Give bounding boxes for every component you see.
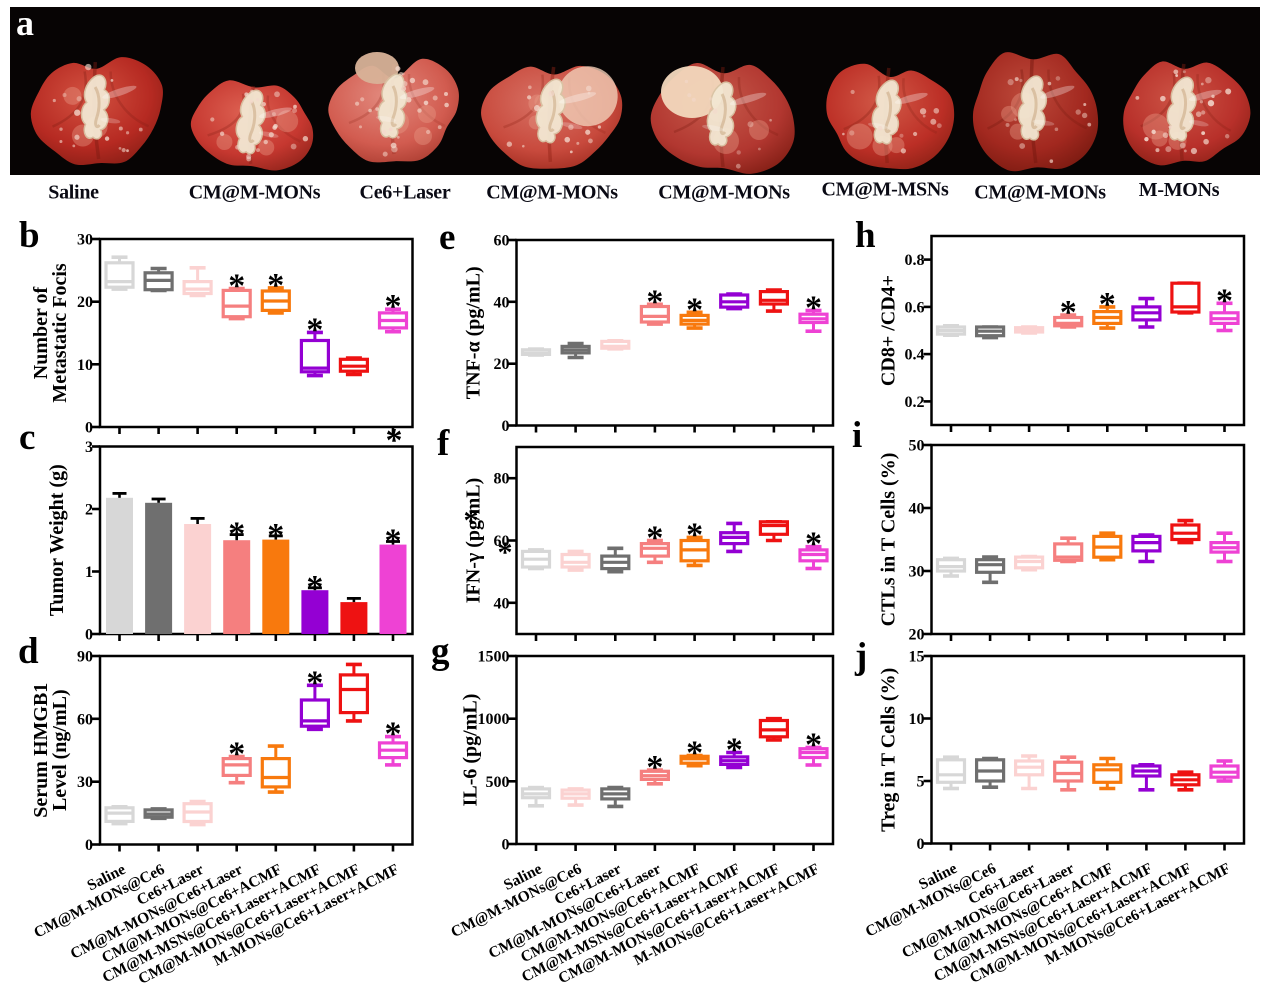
svg-text:20: 20 xyxy=(494,356,510,373)
svg-text:i: i xyxy=(852,415,862,456)
svg-text:60: 60 xyxy=(494,533,510,550)
svg-text:50: 50 xyxy=(909,438,925,455)
svg-text:20: 20 xyxy=(77,294,93,311)
svg-text:CTLs in T Cells (%): CTLs in T Cells (%) xyxy=(878,453,900,627)
svg-text:0: 0 xyxy=(85,837,93,854)
svg-text:CM@M-MONs: CM@M-MONs xyxy=(974,182,1106,204)
svg-text:Level (ng/mL): Level (ng/mL) xyxy=(49,689,71,811)
svg-text:1000: 1000 xyxy=(478,711,510,728)
svg-text:*: * xyxy=(306,569,323,606)
svg-text:*: * xyxy=(385,288,402,325)
svg-text:IL-6 (pg/mL): IL-6 (pg/mL) xyxy=(460,694,482,807)
svg-text:*: * xyxy=(726,732,743,769)
svg-text:15: 15 xyxy=(909,649,925,666)
svg-text:0: 0 xyxy=(917,836,925,853)
svg-text:*: * xyxy=(646,520,663,557)
svg-text:60: 60 xyxy=(494,233,510,250)
svg-text:Number of: Number of xyxy=(30,286,52,379)
svg-text:40: 40 xyxy=(494,595,510,612)
svg-text:*: * xyxy=(267,517,284,554)
svg-text:*: * xyxy=(805,290,822,327)
svg-text:*: * xyxy=(385,523,402,560)
svg-text:*: * xyxy=(805,526,822,563)
svg-text:c: c xyxy=(19,417,35,458)
svg-text:CD8+ /CD4+: CD8+ /CD4+ xyxy=(878,275,900,386)
svg-text:Ce6+Laser: Ce6+Laser xyxy=(360,182,451,204)
svg-text:*: * xyxy=(306,311,323,348)
svg-text:CM@M-MONs: CM@M-MONs xyxy=(658,182,790,204)
svg-text:*: * xyxy=(686,735,703,772)
svg-text:CM@M-MONs: CM@M-MONs xyxy=(189,182,321,204)
svg-text:*: * xyxy=(646,283,663,320)
svg-text:*: * xyxy=(306,664,323,701)
svg-text:*: * xyxy=(646,749,663,786)
svg-text:10: 10 xyxy=(909,711,925,728)
svg-text:60: 60 xyxy=(77,711,93,728)
svg-text:Treg in T Cells (%): Treg in T Cells (%) xyxy=(878,668,900,832)
svg-text:40: 40 xyxy=(494,294,510,311)
svg-text:10: 10 xyxy=(77,357,93,374)
svg-text:*: * xyxy=(686,516,703,553)
svg-text:*: * xyxy=(498,536,513,569)
svg-text:1: 1 xyxy=(85,564,93,581)
svg-text:0.4: 0.4 xyxy=(905,347,925,364)
svg-text:f: f xyxy=(437,423,450,464)
svg-text:0.2: 0.2 xyxy=(905,394,925,411)
svg-text:500: 500 xyxy=(486,774,510,791)
svg-text:5: 5 xyxy=(917,774,925,791)
svg-text:j: j xyxy=(854,636,867,677)
svg-text:d: d xyxy=(18,631,39,672)
svg-text:0.8: 0.8 xyxy=(905,252,925,269)
svg-text:*: * xyxy=(1060,294,1077,331)
svg-text:0.6: 0.6 xyxy=(905,299,925,316)
svg-text:IFN-γ (pg/mL): IFN-γ (pg/mL) xyxy=(463,478,485,603)
svg-text:30: 30 xyxy=(77,232,93,249)
svg-text:40: 40 xyxy=(909,501,925,518)
svg-text:0: 0 xyxy=(85,627,93,644)
svg-text:2: 2 xyxy=(85,502,93,519)
svg-text:0: 0 xyxy=(502,837,510,854)
svg-text:b: b xyxy=(19,215,40,256)
svg-text:0: 0 xyxy=(502,418,510,435)
svg-text:*: * xyxy=(805,727,822,764)
svg-text:Serum HMGB1: Serum HMGB1 xyxy=(30,683,52,818)
svg-text:*: * xyxy=(385,716,402,753)
svg-text:e: e xyxy=(439,217,455,258)
svg-text:*: * xyxy=(228,736,245,773)
svg-text:*: * xyxy=(228,268,245,305)
svg-text:80: 80 xyxy=(494,471,510,488)
svg-text:30: 30 xyxy=(77,774,93,791)
svg-text:Saline: Saline xyxy=(48,182,99,204)
svg-text:20: 20 xyxy=(909,627,925,644)
svg-text:g: g xyxy=(431,631,450,672)
svg-text:*: * xyxy=(686,291,703,328)
svg-text:a: a xyxy=(16,3,34,43)
svg-text:0: 0 xyxy=(85,420,93,437)
svg-text:3: 3 xyxy=(85,439,93,456)
svg-text:30: 30 xyxy=(909,564,925,581)
svg-text:*: * xyxy=(1216,282,1233,319)
svg-text:CM@M-MONs: CM@M-MONs xyxy=(486,182,618,204)
svg-text:Tumor Weight (g): Tumor Weight (g) xyxy=(46,464,68,616)
svg-text:TNF-α (pg/mL): TNF-α (pg/mL) xyxy=(463,266,485,399)
svg-text:1500: 1500 xyxy=(478,649,510,666)
svg-text:*: * xyxy=(267,267,284,304)
svg-text:M-MONs: M-MONs xyxy=(1139,179,1220,201)
svg-text:*: * xyxy=(464,504,479,537)
svg-text:*: * xyxy=(228,516,245,553)
svg-text:*: * xyxy=(1099,286,1116,323)
svg-text:90: 90 xyxy=(77,649,93,666)
svg-text:h: h xyxy=(855,215,876,256)
svg-text:Metastatic Focis: Metastatic Focis xyxy=(49,263,71,403)
svg-text:CM@M-MSNs: CM@M-MSNs xyxy=(822,179,950,201)
svg-text:*: * xyxy=(386,422,403,459)
